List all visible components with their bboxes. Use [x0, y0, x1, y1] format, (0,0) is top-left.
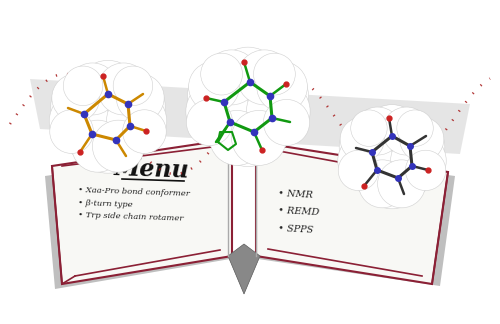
- Circle shape: [66, 63, 118, 115]
- Circle shape: [358, 142, 426, 209]
- Circle shape: [76, 60, 140, 125]
- Text: • REMD: • REMD: [278, 206, 320, 218]
- Circle shape: [92, 120, 144, 172]
- Circle shape: [49, 91, 110, 151]
- Circle shape: [64, 66, 103, 106]
- Circle shape: [188, 62, 239, 112]
- Circle shape: [380, 115, 445, 180]
- Circle shape: [378, 160, 426, 208]
- Circle shape: [264, 99, 310, 145]
- Circle shape: [358, 160, 406, 208]
- Polygon shape: [228, 244, 258, 294]
- Circle shape: [72, 120, 124, 172]
- Circle shape: [400, 117, 444, 161]
- Text: Menu: Menu: [114, 156, 190, 182]
- Circle shape: [237, 50, 292, 105]
- Circle shape: [390, 133, 446, 189]
- Circle shape: [234, 59, 308, 133]
- Circle shape: [406, 150, 446, 191]
- Circle shape: [344, 108, 440, 204]
- Circle shape: [52, 74, 100, 122]
- Circle shape: [51, 71, 122, 142]
- Polygon shape: [52, 139, 232, 284]
- Circle shape: [113, 66, 152, 106]
- Circle shape: [204, 50, 259, 105]
- Circle shape: [340, 117, 384, 161]
- Circle shape: [193, 51, 303, 161]
- Polygon shape: [244, 244, 260, 294]
- Text: • Xaa-Pro bond conformer: • Xaa-Pro bond conformer: [78, 186, 190, 198]
- Circle shape: [210, 89, 286, 167]
- Circle shape: [98, 63, 150, 115]
- Circle shape: [210, 110, 264, 165]
- Circle shape: [106, 91, 167, 151]
- Polygon shape: [45, 149, 230, 289]
- Circle shape: [72, 100, 144, 173]
- Circle shape: [186, 99, 232, 145]
- Text: • SPPS: • SPPS: [278, 224, 314, 234]
- Polygon shape: [258, 149, 455, 286]
- Circle shape: [350, 110, 387, 146]
- Circle shape: [382, 107, 430, 155]
- Polygon shape: [256, 142, 448, 284]
- Circle shape: [214, 47, 282, 115]
- Circle shape: [354, 107, 402, 155]
- Circle shape: [339, 115, 404, 180]
- Circle shape: [56, 64, 160, 168]
- Circle shape: [338, 150, 378, 191]
- Circle shape: [200, 53, 242, 95]
- Circle shape: [116, 74, 164, 122]
- Circle shape: [257, 62, 308, 112]
- Polygon shape: [228, 244, 260, 294]
- Circle shape: [338, 133, 394, 189]
- Text: • β-turn type: • β-turn type: [78, 199, 133, 209]
- Circle shape: [397, 110, 434, 146]
- Circle shape: [362, 105, 422, 164]
- Circle shape: [122, 110, 166, 154]
- Circle shape: [254, 53, 296, 95]
- Circle shape: [94, 71, 165, 142]
- Circle shape: [246, 80, 310, 144]
- Circle shape: [232, 110, 286, 165]
- Text: • Trp side chain rotamer: • Trp side chain rotamer: [78, 211, 184, 223]
- Circle shape: [50, 110, 94, 154]
- Circle shape: [188, 59, 262, 133]
- Polygon shape: [30, 79, 470, 154]
- Text: • NMR: • NMR: [278, 189, 313, 199]
- Circle shape: [186, 80, 250, 144]
